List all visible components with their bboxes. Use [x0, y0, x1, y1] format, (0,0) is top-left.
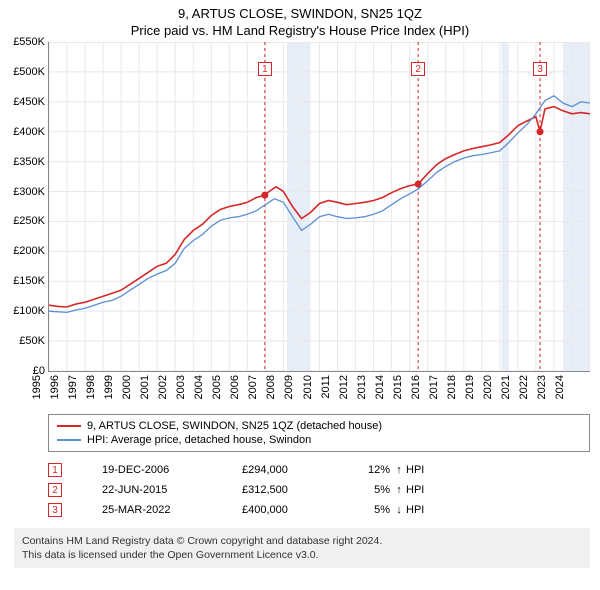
y-tick-label: £50K [19, 335, 45, 347]
event-hpi-label: HPI [406, 464, 436, 476]
x-tick-label: 2005 [211, 375, 223, 399]
event-date: 22-JUN-2015 [102, 484, 242, 496]
legend-row: HPI: Average price, detached house, Swin… [57, 433, 581, 447]
chart-container: 9, ARTUS CLOSE, SWINDON, SN25 1QZ Price … [0, 0, 600, 590]
x-tick-label: 2002 [157, 375, 169, 399]
x-tick-label: 2016 [409, 375, 421, 399]
x-tick-label: 2008 [265, 375, 277, 399]
x-tick-label: 2000 [121, 375, 133, 399]
event-row: 2 22-JUN-2015£312,5005%↑HPI [48, 480, 590, 500]
x-tick-label: 2017 [427, 375, 439, 399]
event-row: 3 25-MAR-2022£400,0005%↓HPI [48, 500, 590, 520]
arrow-icon: ↑ [392, 484, 406, 496]
x-tick-label: 2007 [247, 375, 259, 399]
y-tick-label: £400K [13, 126, 45, 138]
event-marker-2: 2 [411, 62, 425, 76]
x-tick-label: 2018 [446, 375, 458, 399]
legend-label: HPI: Average price, detached house, Swin… [87, 434, 311, 446]
x-tick-label: 2024 [554, 375, 566, 399]
chart-plot-area: 123£0£50K£100K£150K£200K£250K£300K£350K£… [48, 42, 590, 372]
x-tick-label: 1995 [31, 375, 43, 399]
event-marker-1: 1 [258, 62, 272, 76]
y-tick-label: £100K [13, 305, 45, 317]
x-tick-label: 2006 [229, 375, 241, 399]
event-pct: 5% [352, 484, 392, 496]
events-table: 119-DEC-2006£294,00012%↑HPI222-JUN-2015£… [48, 460, 590, 520]
x-tick-label: 2011 [320, 375, 332, 399]
x-tick-label: 2010 [301, 375, 313, 399]
x-tick-label: 1998 [85, 375, 97, 399]
x-tick-label: 2013 [355, 375, 367, 399]
footer-line1: Contains HM Land Registry data © Crown c… [22, 534, 582, 548]
x-tick-label: 2004 [193, 375, 205, 399]
y-tick-label: £150K [13, 275, 45, 287]
event-price: £400,000 [242, 504, 352, 516]
x-tick-label: 2022 [518, 375, 530, 399]
x-tick-label: 2019 [464, 375, 476, 399]
chart-title-line1: 9, ARTUS CLOSE, SWINDON, SN25 1QZ [0, 0, 600, 21]
y-tick-label: £200K [13, 245, 45, 257]
x-tick-label: 2023 [536, 375, 548, 399]
arrow-icon: ↑ [392, 464, 406, 476]
y-tick-label: £300K [13, 186, 45, 198]
chart-svg [49, 42, 590, 371]
event-marker-3: 3 [533, 62, 547, 76]
event-pct: 12% [352, 464, 392, 476]
y-tick-label: £450K [13, 96, 45, 108]
chart-title-line2: Price paid vs. HM Land Registry's House … [0, 21, 600, 42]
legend-label: 9, ARTUS CLOSE, SWINDON, SN25 1QZ (detac… [87, 420, 382, 432]
x-tick-label: 1996 [49, 375, 61, 399]
x-tick-label: 2003 [175, 375, 187, 399]
x-tick-label: 1997 [67, 375, 79, 399]
event-hpi-label: HPI [406, 484, 436, 496]
legend-box: 9, ARTUS CLOSE, SWINDON, SN25 1QZ (detac… [48, 414, 590, 452]
y-tick-label: £350K [13, 156, 45, 168]
event-price: £294,000 [242, 464, 352, 476]
x-tick-label: 2021 [500, 375, 512, 399]
legend-row: 9, ARTUS CLOSE, SWINDON, SN25 1QZ (detac… [57, 419, 581, 433]
event-date: 25-MAR-2022 [102, 504, 242, 516]
x-tick-label: 2020 [482, 375, 494, 399]
legend-swatch [57, 425, 81, 427]
footer-line2: This data is licensed under the Open Gov… [22, 548, 582, 562]
x-tick-label: 2014 [373, 375, 385, 399]
event-pct: 5% [352, 504, 392, 516]
x-tick-label: 2009 [283, 375, 295, 399]
y-tick-label: £550K [13, 36, 45, 48]
x-tick-label: 2001 [139, 375, 151, 399]
event-date: 19-DEC-2006 [102, 464, 242, 476]
event-row: 1 19-DEC-2006£294,00012%↑HPI [48, 460, 590, 480]
x-tick-label: 1999 [103, 375, 115, 399]
event-hpi-label: HPI [406, 504, 436, 516]
x-tick-label: 2012 [337, 375, 349, 399]
footer-attribution: Contains HM Land Registry data © Crown c… [14, 528, 590, 568]
y-tick-label: £500K [13, 66, 45, 78]
event-num-box: 2 [48, 483, 62, 497]
y-tick-label: £250K [13, 215, 45, 227]
event-price: £312,500 [242, 484, 352, 496]
event-num-box: 1 [48, 463, 62, 477]
legend-swatch [57, 439, 81, 441]
event-num-box: 3 [48, 503, 62, 517]
x-tick-label: 2015 [391, 375, 403, 399]
arrow-icon: ↓ [392, 504, 406, 516]
